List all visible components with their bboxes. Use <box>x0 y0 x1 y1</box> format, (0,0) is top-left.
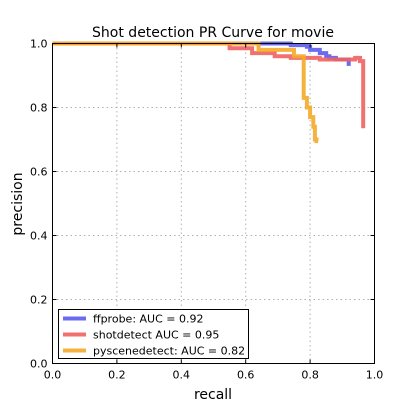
axis-ticks: 0.0 0.2 0.4 0.6 0.8 1.0 0.0 0.2 0.4 0.6 0.8 1.0 <box>30 38 383 382</box>
y-tick-label: 0.6 <box>30 166 48 179</box>
legend-label: ffprobe: AUC = 0.92 <box>93 313 203 326</box>
x-tick-label: 0.8 <box>301 369 319 382</box>
series-lines <box>52 41 366 144</box>
x-tick-label: 0.2 <box>108 369 126 382</box>
x-axis-label: recall <box>194 387 232 403</box>
x-tick-label: 0.0 <box>44 369 62 382</box>
x-tick-label: 1.0 <box>366 369 384 382</box>
legend-label: shotdetect AUC = 0.95 <box>93 329 219 342</box>
y-tick-label: 0.4 <box>30 230 48 243</box>
plot-frame <box>52 43 375 364</box>
legend: ffprobe: AUC = 0.92 shotdetect AUC = 0.95… <box>58 309 249 359</box>
x-tick-label: 0.4 <box>173 369 191 382</box>
x-tick-label: 0.6 <box>237 369 255 382</box>
y-tick-label: 1.0 <box>30 38 48 51</box>
legend-label: pyscenedetect: AUC = 0.82 <box>93 345 245 358</box>
series-line-3 <box>52 41 319 144</box>
chart-title: Shot detection PR Curve for movie <box>92 25 334 41</box>
legend-box <box>58 309 249 359</box>
y-tick-label: 0.8 <box>30 102 48 115</box>
y-tick-label: 0.0 <box>30 358 48 371</box>
series-line-2 <box>52 41 366 129</box>
y-tick-label: 0.2 <box>30 294 48 307</box>
y-axis-label: precision <box>10 172 26 235</box>
